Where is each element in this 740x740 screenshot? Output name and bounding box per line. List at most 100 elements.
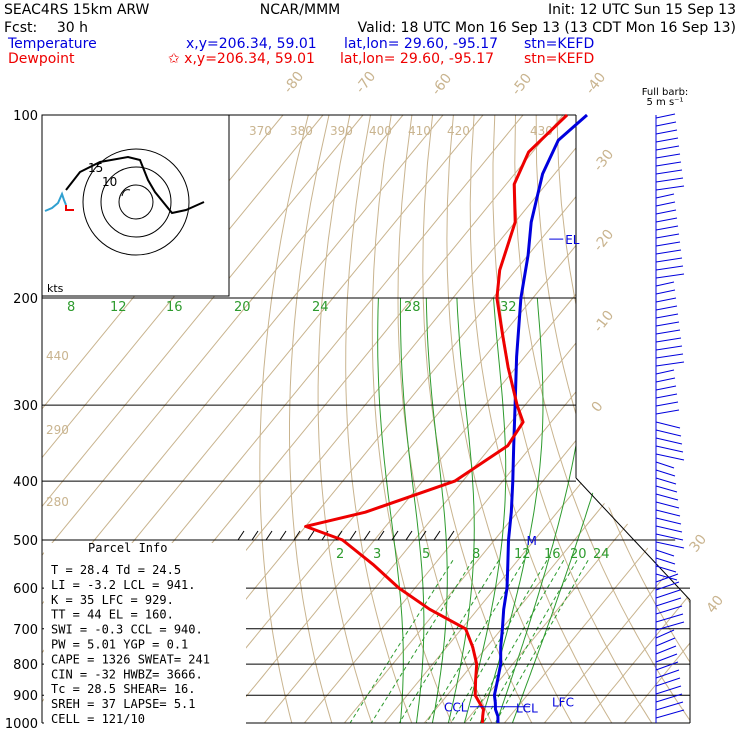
- wind-barb: [655, 145, 680, 151]
- mixing-ratio-label: 2: [336, 547, 344, 562]
- pressure-tick-label: 400: [13, 475, 38, 490]
- ccl-marker-label: CCL: [444, 701, 468, 715]
- theta-tick-label: 290: [46, 423, 69, 437]
- parcel-info-row: PW = 5.01 YGP = 0.1: [51, 638, 188, 652]
- wind-barb: [655, 265, 684, 271]
- wind-barb: [655, 289, 676, 295]
- pressure-tick-label: 300: [13, 399, 38, 414]
- wind-barb: [655, 589, 681, 599]
- wind-barb: [655, 353, 684, 359]
- temperature-tick-label: -40: [583, 70, 610, 98]
- wind-barb: [655, 137, 679, 143]
- lcl-marker-label: LCL: [516, 702, 538, 716]
- wind-barb: [655, 201, 676, 207]
- theta-tick-label: 280: [46, 495, 69, 509]
- wind-barb: [655, 685, 682, 695]
- wind-barb: [655, 709, 685, 719]
- barb-legend-line1: Full barb:: [642, 87, 689, 98]
- wind-barb: [655, 345, 683, 351]
- wind-barb: [655, 501, 680, 509]
- mixing-ratio-label: 3: [373, 547, 381, 562]
- mixing-ratio-label: 24: [593, 547, 610, 562]
- temperature-xy: x,y=206.34, 59.01: [186, 36, 317, 52]
- theta-tick-label: 410: [408, 124, 431, 138]
- hodograph-trace-upper: [65, 155, 205, 215]
- temperature-tick-label: -70: [353, 69, 380, 97]
- wind-barb: [655, 169, 683, 175]
- temperature-tick-label: 30: [687, 532, 711, 556]
- pressure-tick-label: 600: [13, 582, 38, 597]
- wind-barb: [655, 661, 679, 671]
- temperature-station: stn=KEFD: [524, 36, 594, 52]
- wind-barb: [655, 257, 683, 263]
- parcel-info-row: SWI = -0.3 CCL = 940.: [51, 623, 203, 637]
- wind-barb: [655, 597, 682, 607]
- temperature-tick-label: -20: [591, 227, 618, 255]
- pressure-tick-label: 200: [13, 292, 38, 307]
- parcel-info-row: K = 35 LFC = 929.: [51, 593, 174, 607]
- theta-tick-label: 390: [330, 124, 353, 138]
- level-markers: EL M CCL LCL LFC: [444, 233, 580, 716]
- wind-barb: [655, 469, 676, 477]
- wind-barb: [655, 281, 675, 287]
- hodograph-inset: 15 10 kts: [41, 114, 230, 297]
- hodograph-units-label: kts: [47, 282, 64, 295]
- hodograph-ring: [118, 184, 154, 220]
- init-time: Init: 12 UTC Sun 15 Sep 13: [548, 2, 736, 18]
- parcel-info-box: Parcel Info T = 28.4 Td = 24.5LI = -3.2 …: [44, 541, 246, 727]
- parcel-info-row: T = 28.4 Td = 24.5: [51, 563, 181, 577]
- wind-barb: [655, 193, 675, 199]
- temperature-tick-label: 40: [704, 593, 728, 617]
- temperature-tick-label: -60: [429, 71, 456, 99]
- theta-tick-label: 370: [249, 124, 272, 138]
- hodograph-trace-mid: [65, 205, 74, 211]
- wind-barb: [655, 437, 683, 445]
- wind-barb: [655, 249, 682, 255]
- parcel-info-row: TT = 44 EL = 160.: [51, 608, 174, 622]
- pressure-tick-label: 1000: [5, 717, 38, 732]
- temperature-legend: Temperature: [7, 36, 97, 52]
- wind-barb: [655, 613, 684, 623]
- wind-barb: [655, 677, 681, 687]
- wind-barb: [655, 273, 685, 279]
- wind-barb: [655, 453, 685, 461]
- wind-barb: [655, 401, 679, 407]
- wind-barb: [655, 549, 675, 557]
- hodograph-ring-label: 10: [102, 175, 117, 189]
- wind-barb: [655, 393, 678, 399]
- theta-tick-label: 420: [447, 124, 470, 138]
- wind-barb: [655, 241, 681, 247]
- wind-barb: [655, 629, 675, 639]
- wind-barb: [655, 185, 685, 191]
- temperature-latlon: lat,lon= 29.60, -95.17: [344, 36, 498, 52]
- pressure-tick-label: 800: [13, 658, 38, 673]
- mixing-ratio-label: 20: [234, 300, 251, 315]
- parcel-info-background: [44, 543, 246, 727]
- wind-barbs: [655, 113, 685, 723]
- org-label: NCAR/MMM: [260, 2, 341, 18]
- wind-barb: [655, 421, 681, 429]
- wind-barb: [655, 337, 682, 343]
- parcel-info-row: CELL = 121/10: [51, 712, 145, 726]
- wind-barb: [655, 565, 677, 573]
- pressure-tick-label: 100: [13, 109, 38, 124]
- mixing-ratio-label: 5: [422, 547, 430, 562]
- mixing-ratio-label: 12: [514, 547, 531, 562]
- dewpoint-xy: ✩ x,y=206.34, 59.01: [168, 51, 315, 67]
- forecast-hours: 30 h: [57, 20, 88, 36]
- wind-barb: [655, 445, 684, 453]
- parcel-info-row: SREH = 37 LAPSE= 5.1: [51, 697, 196, 711]
- wind-barb: [655, 605, 683, 615]
- hodograph-frame: [41, 114, 230, 297]
- wind-barb: [655, 701, 684, 711]
- wind-barb: [655, 385, 677, 391]
- valid-time: Valid: 18 UTC Mon 16 Sep 13 (13 CDT Mon …: [358, 20, 736, 36]
- dewpoint-profile-line: [304, 113, 569, 724]
- wind-barb: [655, 409, 680, 415]
- model-title: SEAC4RS 15km ARW: [4, 2, 150, 18]
- hodograph-trace-low: [44, 191, 67, 212]
- wind-barb: [655, 509, 681, 517]
- wind-barb: [655, 369, 675, 375]
- temperature-tick-label: -30: [591, 147, 618, 175]
- dewpoint-legend: Dewpoint: [8, 51, 75, 67]
